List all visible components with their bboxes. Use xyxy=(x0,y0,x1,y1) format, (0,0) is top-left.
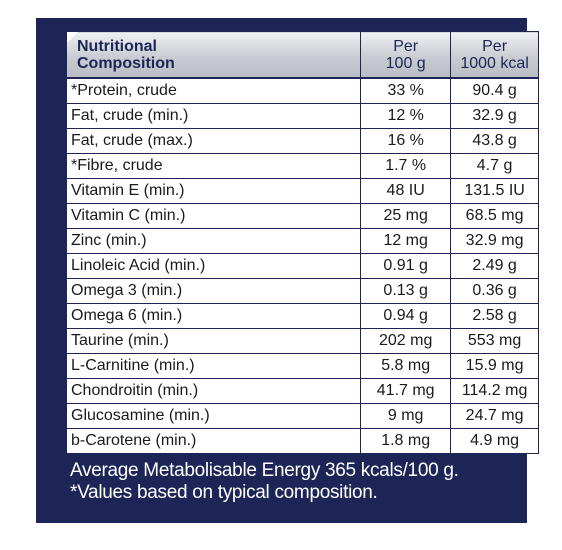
nutrient-name-cell: Vitamin C (min.) xyxy=(65,203,362,229)
nutrient-name-cell: *Fibre, crude xyxy=(65,153,362,179)
per-1000kcal-cell: 553 mg xyxy=(450,328,539,354)
nutrient-name-cell: Glucosamine (min.) xyxy=(65,403,362,429)
per-100g-cell: 0.91 g xyxy=(360,253,452,279)
per-1000kcal-cell: 4.7 g xyxy=(450,153,539,179)
header-per100-line-2: 100 g xyxy=(385,54,426,72)
energy-note: Average Metabolisable Energy 365 kcals/1… xyxy=(70,460,459,481)
nutrient-name-cell: Taurine (min.) xyxy=(65,328,362,354)
per-1000kcal-cell: 32.9 mg xyxy=(450,228,539,254)
nutrient-name-cell: Linoleic Acid (min.) xyxy=(65,253,362,279)
per-100g-cell: 41.7 mg xyxy=(360,378,452,404)
table-row: Vitamin C (min.) 25 mg 68.5 mg xyxy=(65,203,539,229)
header-per1000-line-2: 1000 kcal xyxy=(460,54,529,72)
table-row: Glucosamine (min.) 9 mg 24.7 mg xyxy=(65,403,539,429)
footer-notes: Average Metabolisable Energy 365 kcals/1… xyxy=(70,460,459,504)
per-1000kcal-cell: 2.49 g xyxy=(450,253,539,279)
nutrient-name-cell: L-Carnitine (min.) xyxy=(65,353,362,379)
header-name-line-1: Nutritional xyxy=(77,37,157,55)
per-100g-cell: 12 % xyxy=(360,103,452,129)
nutrient-name-cell: Fat, crude (min.) xyxy=(65,103,362,129)
per-100g-cell: 0.13 g xyxy=(360,278,452,304)
nutrient-name-cell: *Protein, crude xyxy=(65,77,362,104)
nutrition-panel: Nutritional Composition Per 100 g Per 10… xyxy=(36,18,539,523)
table-row: Fat, crude (min.) 12 % 32.9 g xyxy=(65,103,539,129)
header-per1000-line-1: Per xyxy=(482,37,508,55)
header-per-100g: Per 100 g xyxy=(360,31,452,79)
per-1000kcal-cell: 114.2 mg xyxy=(450,378,539,404)
table-row: Omega 3 (min.) 0.13 g 0.36 g xyxy=(65,278,539,304)
table-row: Vitamin E (min.) 48 IU 131.5 IU xyxy=(65,178,539,204)
table-row: Omega 6 (min.) 0.94 g 2.58 g xyxy=(65,303,539,329)
table-row: Fat, crude (max.) 16 % 43.8 g xyxy=(65,128,539,154)
per-100g-cell: 25 mg xyxy=(360,203,452,229)
per-1000kcal-cell: 68.5 mg xyxy=(450,203,539,229)
per-100g-cell: 0.94 g xyxy=(360,303,452,329)
table-row: Taurine (min.) 202 mg 553 mg xyxy=(65,328,539,354)
per-100g-cell: 9 mg xyxy=(360,403,452,429)
nutrient-name-cell: Vitamin E (min.) xyxy=(65,178,362,204)
nutrient-name-cell: Omega 3 (min.) xyxy=(65,278,362,304)
header-nutritional-composition: Nutritional Composition xyxy=(66,31,361,78)
table-row: Zinc (min.) 12 mg 32.9 mg xyxy=(65,228,539,254)
per-1000kcal-cell: 0.36 g xyxy=(450,278,539,304)
nutrient-name-cell: Fat, crude (max.) xyxy=(65,128,362,154)
table-row: *Protein, crude 33 % 90.4 g xyxy=(65,77,539,104)
header-name-line-2: Composition xyxy=(77,54,175,72)
values-note: *Values based on typical composition. xyxy=(70,482,378,503)
header-per100-line-1: Per xyxy=(393,37,419,55)
per-100g-cell: 202 mg xyxy=(360,328,452,354)
table-row: b-Carotene (min.) 1.8 mg 4.9 mg xyxy=(65,428,539,454)
per-1000kcal-cell: 43.8 g xyxy=(450,128,539,154)
table-row: *Fibre, crude 1.7 % 4.7 g xyxy=(65,153,539,179)
per-1000kcal-cell: 4.9 mg xyxy=(450,428,539,454)
nutrition-table-body: *Protein, crude 33 % 90.4 g Fat, crude (min… xyxy=(65,77,539,454)
nutrient-name-cell: b-Carotene (min.) xyxy=(65,428,362,454)
per-100g-cell: 12 mg xyxy=(360,228,452,254)
header-per-1000kcal: Per 1000 kcal xyxy=(450,31,539,79)
table-row: L-Carnitine (min.) 5.8 mg 15.9 mg xyxy=(65,353,539,379)
nutrient-name-cell: Zinc (min.) xyxy=(65,228,362,254)
nutrition-table: Nutritional Composition Per 100 g Per 10… xyxy=(65,31,539,454)
table-row: Chondroitin (min.) 41.7 mg 114.2 mg xyxy=(65,378,539,404)
table-header-row: Nutritional Composition Per 100 g Per 10… xyxy=(66,31,539,79)
per-1000kcal-cell: 32.9 g xyxy=(450,103,539,129)
per-1000kcal-cell: 24.7 mg xyxy=(450,403,539,429)
per-100g-cell: 48 IU xyxy=(360,178,452,204)
per-1000kcal-cell: 2.58 g xyxy=(450,303,539,329)
per-1000kcal-cell: 131.5 IU xyxy=(450,178,539,204)
nutrient-name-cell: Omega 6 (min.) xyxy=(65,303,362,329)
nutrient-name-cell: Chondroitin (min.) xyxy=(65,378,362,404)
per-1000kcal-cell: 15.9 mg xyxy=(450,353,539,379)
per-100g-cell: 1.7 % xyxy=(360,153,452,179)
per-100g-cell: 33 % xyxy=(360,77,452,104)
per-100g-cell: 16 % xyxy=(360,128,452,154)
per-100g-cell: 1.8 mg xyxy=(360,428,452,454)
table-row: Linoleic Acid (min.) 0.91 g 2.49 g xyxy=(65,253,539,279)
per-100g-cell: 5.8 mg xyxy=(360,353,452,379)
per-1000kcal-cell: 90.4 g xyxy=(450,77,539,104)
